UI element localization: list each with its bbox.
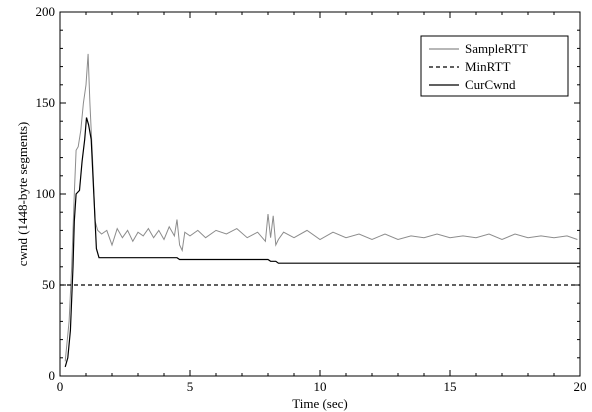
legend: SampleRTT MinRTT CurCwnd	[420, 35, 569, 97]
legend-box	[420, 35, 569, 97]
y-tick-label-3: 150	[36, 95, 56, 110]
y-tick-label-0: 0	[49, 368, 56, 383]
series-line-samplertt	[64, 53, 578, 362]
legend-label-samplertt: SampleRTT	[465, 41, 528, 56]
x-axis-label: Time (sec)	[292, 396, 348, 411]
x-tick-label-0: 0	[57, 379, 64, 394]
x-tick-label-2: 10	[314, 379, 327, 394]
x-tick-label-4: 20	[574, 379, 587, 394]
series-layer	[60, 53, 580, 368]
series-line-curcwnd	[64, 117, 580, 368]
y-axis-label: cwnd (1448-byte segments)	[15, 122, 30, 266]
x-tick-label-1: 5	[187, 379, 194, 394]
legend-label-curcwnd: CurCwnd	[465, 77, 516, 92]
y-tick-label-2: 100	[36, 186, 56, 201]
y-tick-label-4: 200	[36, 4, 56, 19]
y-tick-label-1: 50	[42, 277, 55, 292]
legend-label-minrtt: MinRTT	[465, 59, 511, 74]
x-tick-label-3: 15	[444, 379, 457, 394]
